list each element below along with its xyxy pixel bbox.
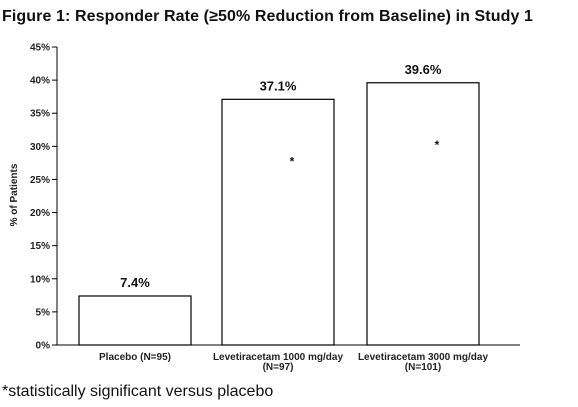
x-tick-label: (N=101) — [405, 362, 441, 373]
x-tick-label: Placebo (N=95) — [99, 352, 171, 363]
y-tick-label: 5% — [36, 307, 51, 318]
significance-asterisk: * — [290, 154, 295, 168]
y-tick-label: 25% — [30, 175, 50, 186]
x-tick-label: (N=97) — [263, 362, 294, 373]
bar-group: 37.1% * — [221, 78, 335, 346]
bar — [78, 295, 192, 346]
x-tick-label: Levetiracetam 1000 mg/day — [213, 352, 344, 363]
x-tick-label: Levetiracetam 3000 mg/day — [358, 352, 489, 363]
bar — [221, 98, 335, 346]
data-label: 37.1% — [260, 78, 297, 93]
bar — [366, 82, 480, 346]
chart-title: Figure 1: Responder Rate (≥50% Reduction… — [2, 8, 534, 25]
y-tick-label: 15% — [30, 241, 50, 252]
x-axis: Placebo (N=95) Levetiracetam 1000 mg/day(… — [57, 344, 520, 373]
data-label: 39.6% — [405, 62, 442, 77]
bar-chart: 0%5%10%15%20%25%30%35%40%45% 7.4%37.1%*3… — [9, 43, 520, 373]
significance-asterisk: * — [435, 138, 440, 152]
y-axis-label: % of Patients — [9, 163, 20, 226]
y-axis: 0% 5% 10% 15% 20% 25% 30% 35% 40% 45% — [30, 43, 58, 352]
bar-group: 39.6% * — [366, 62, 480, 346]
y-tick-label: 30% — [30, 142, 50, 153]
footnote: *statistically significant versus placeb… — [2, 383, 274, 400]
y-tick-label: 40% — [30, 76, 50, 87]
y-tick-label: 45% — [30, 43, 50, 54]
y-tick-label: 10% — [30, 274, 50, 285]
data-label: 7.4% — [120, 275, 150, 290]
y-tick-label: 35% — [30, 109, 50, 120]
bars-group: 7.4% 37.1% * 39.6% * — [78, 62, 480, 346]
y-tick-label: 0% — [36, 341, 51, 352]
bar-group: 7.4% — [78, 275, 192, 346]
y-tick-label: 20% — [30, 208, 50, 219]
